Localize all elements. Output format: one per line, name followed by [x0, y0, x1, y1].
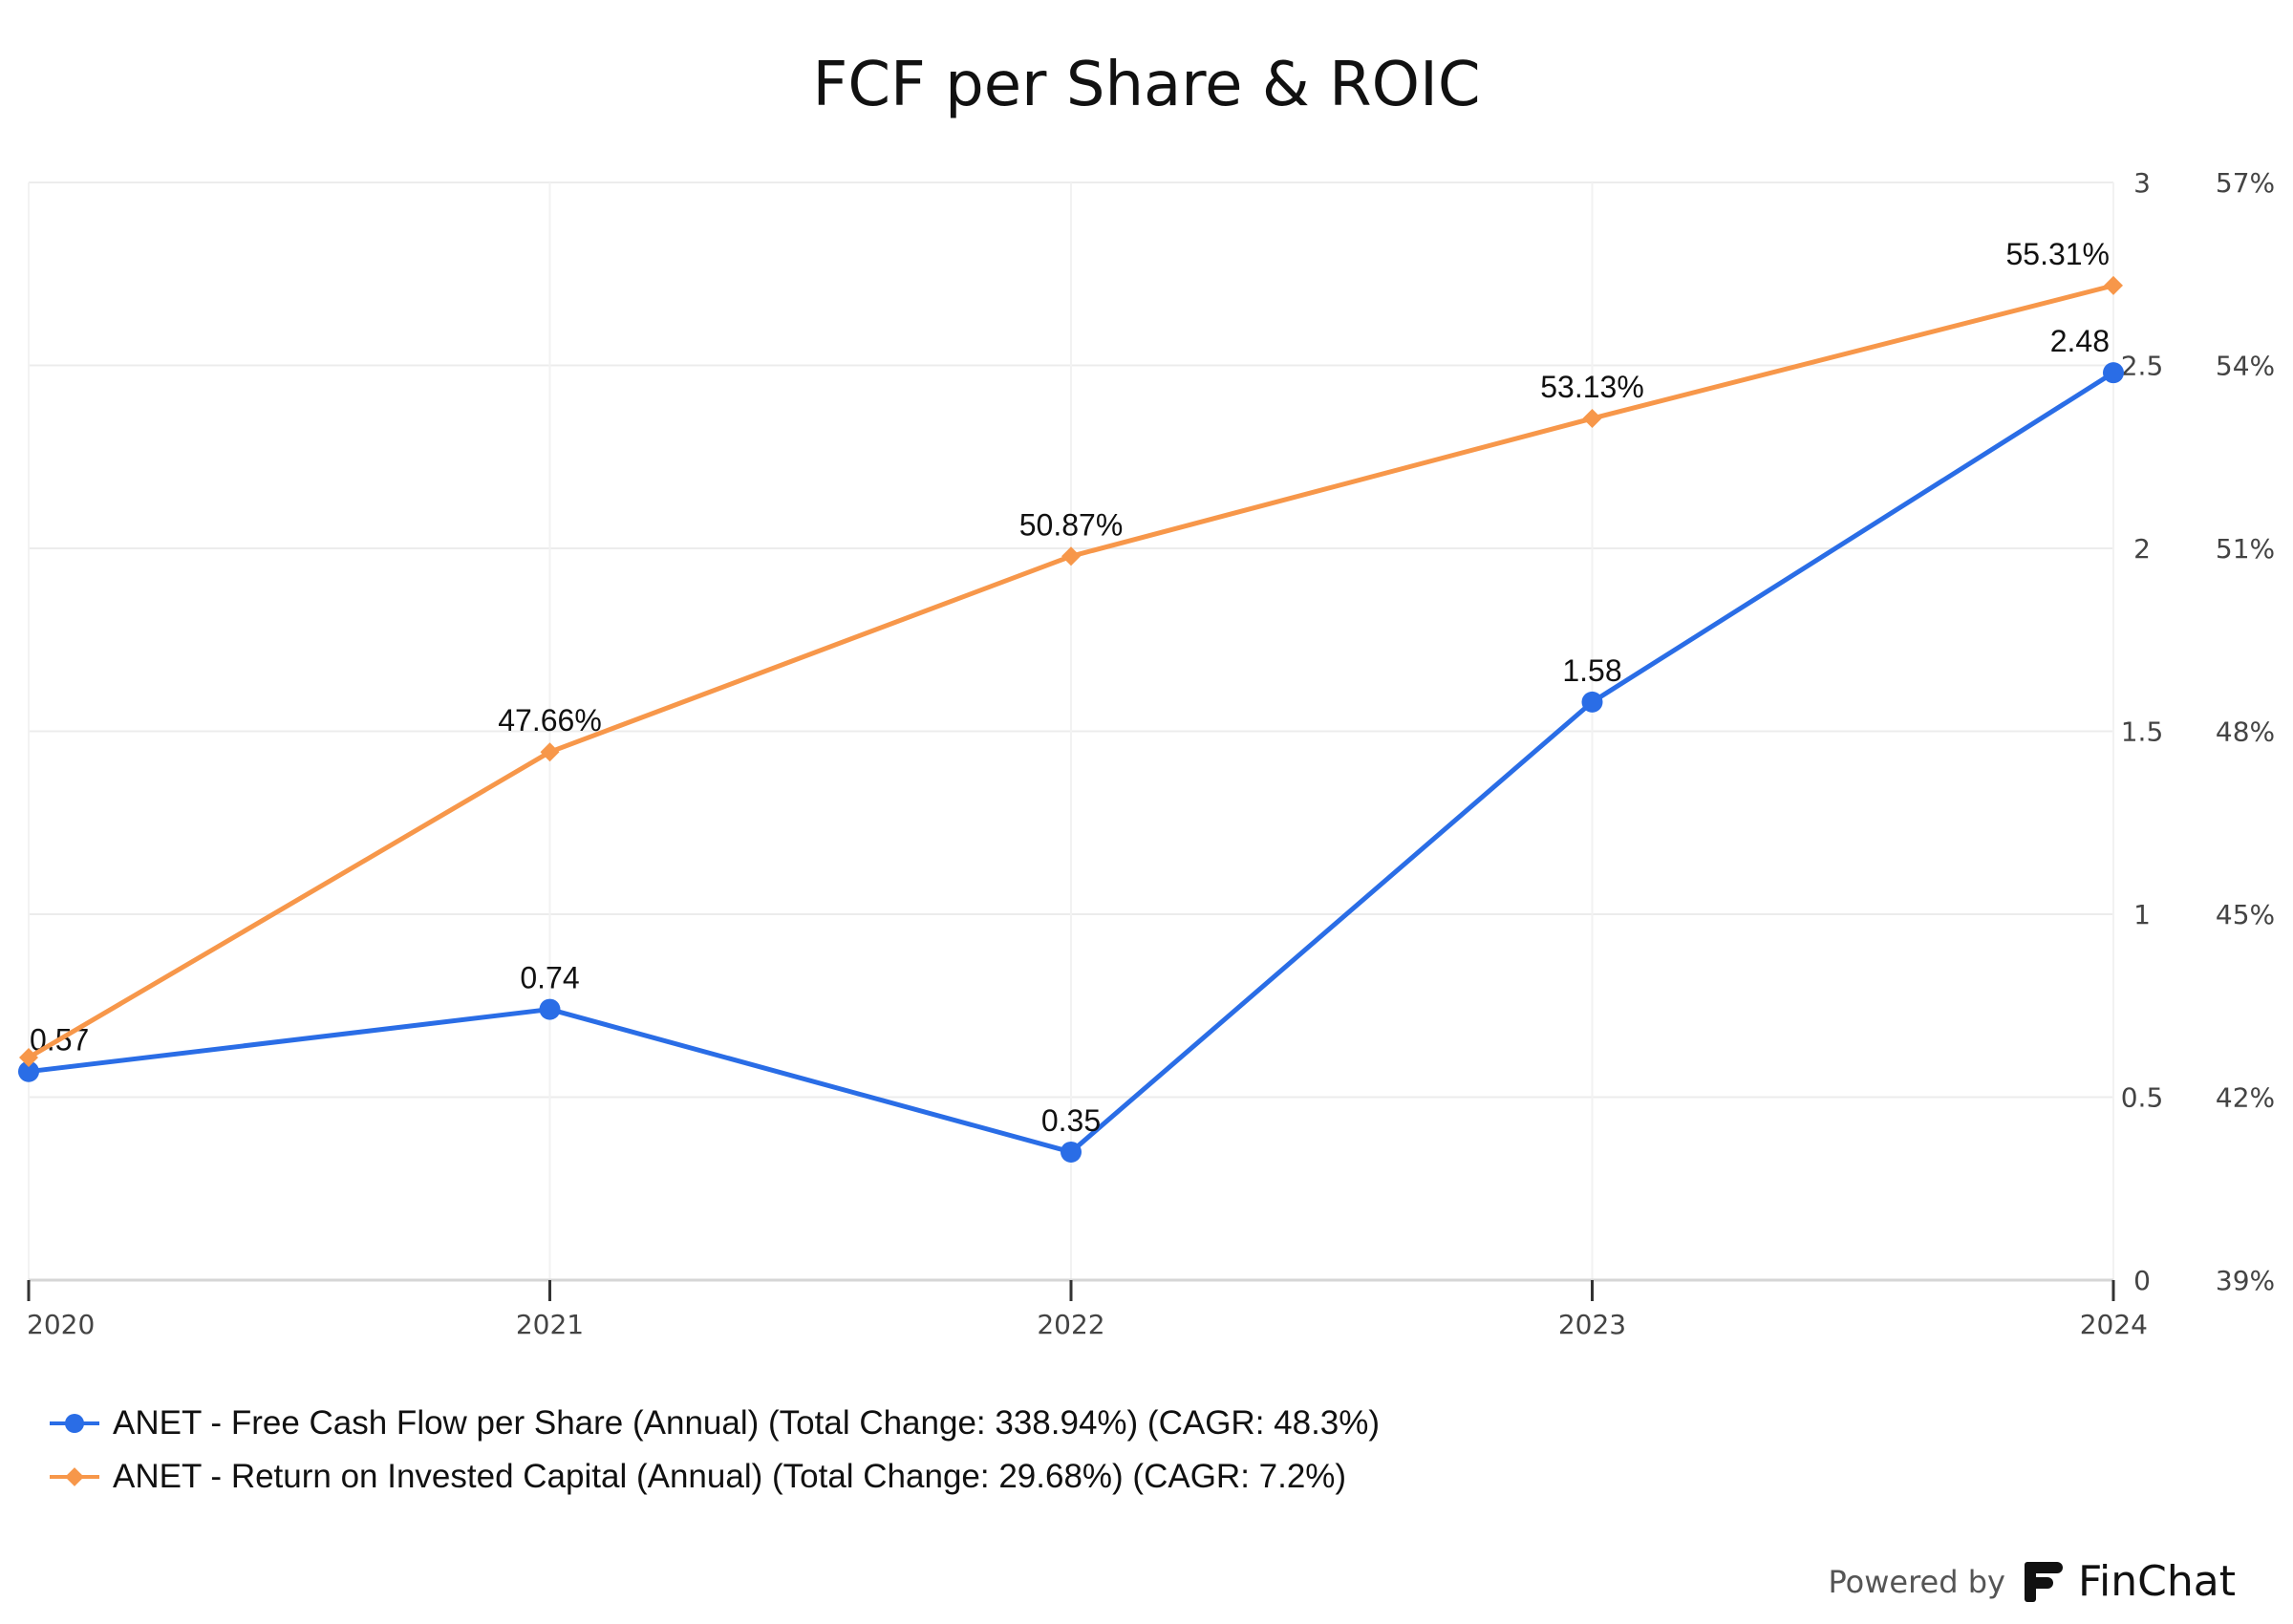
data-point-roic: [19, 1048, 38, 1068]
powered-by[interactable]: Powered by FinChat: [1828, 1557, 2236, 1606]
data-label-roic: 47.66%: [498, 703, 602, 737]
powered-by-text: Powered by: [1828, 1563, 2005, 1600]
data-point-fcf: [1061, 1141, 1082, 1163]
data-point-roic: [540, 742, 560, 762]
data-point-fcf: [539, 998, 561, 1020]
y-tick-label-fcf: 3: [2133, 167, 2151, 199]
data-point-fcf: [2103, 362, 2124, 384]
chart-title: FCF per Share & ROIC: [812, 50, 1481, 120]
data-label-roic: 53.13%: [1540, 370, 1644, 404]
y-tick-label-fcf: 0: [2133, 1265, 2151, 1296]
legend: ANET - Free Cash Flow per Share (Annual)…: [50, 1397, 1380, 1504]
x-tick-label: 2023: [1558, 1309, 1626, 1340]
y-tick-label-fcf: 2: [2133, 533, 2151, 565]
y-tick-label-roic: 45%: [2216, 899, 2275, 930]
legend-item-roic[interactable]: ANET - Return on Invested Capital (Annua…: [50, 1450, 1380, 1504]
x-tick-label: 2022: [1037, 1309, 1104, 1340]
y-tick-label-roic: 42%: [2216, 1082, 2275, 1114]
legend-label-roic: ANET - Return on Invested Capital (Annua…: [113, 1458, 1347, 1495]
y-tick-label-roic: 48%: [2216, 716, 2275, 748]
y-tick-label-roic: 54%: [2216, 351, 2275, 382]
x-tick-label: 2021: [516, 1309, 584, 1340]
y-tick-label-roic: 51%: [2216, 533, 2275, 565]
data-label-fcf: 2.48: [2050, 324, 2110, 358]
data-label-fcf: 0.35: [1041, 1103, 1101, 1138]
data-point-fcf: [18, 1060, 39, 1082]
x-tick-label: 2024: [2080, 1309, 2148, 1340]
data-label-fcf: 1.58: [1562, 653, 1621, 688]
data-point-roic: [1061, 546, 1081, 566]
y-tick-label-fcf: 1: [2133, 899, 2151, 930]
brand-name: FinChat: [2077, 1557, 2236, 1606]
legend-label-fcf: ANET - Free Cash Flow per Share (Annual)…: [113, 1404, 1381, 1442]
y-tick-label-roic: 57%: [2216, 167, 2275, 199]
data-label-roic: 50.87%: [1019, 507, 1124, 542]
y-tick-label-roic: 39%: [2216, 1265, 2275, 1296]
data-label-fcf: 0.74: [520, 961, 579, 995]
data-point-roic: [1582, 409, 1602, 429]
finchat-logo-icon: [2024, 1561, 2063, 1602]
legend-item-fcf[interactable]: ANET - Free Cash Flow per Share (Annual)…: [50, 1397, 1380, 1450]
y-tick-label-fcf: 2.5: [2121, 351, 2164, 382]
data-label-roic: 55.31%: [2005, 237, 2110, 271]
data-point-fcf: [1581, 691, 1603, 713]
legend-swatch-roic: [50, 1467, 99, 1486]
y-tick-label-fcf: 0.5: [2121, 1082, 2164, 1114]
y-tick-label-fcf: 1.5: [2121, 716, 2164, 748]
data-point-roic: [2104, 275, 2123, 295]
x-tick-label: 2020: [27, 1309, 95, 1340]
legend-swatch-fcf: [50, 1414, 99, 1433]
